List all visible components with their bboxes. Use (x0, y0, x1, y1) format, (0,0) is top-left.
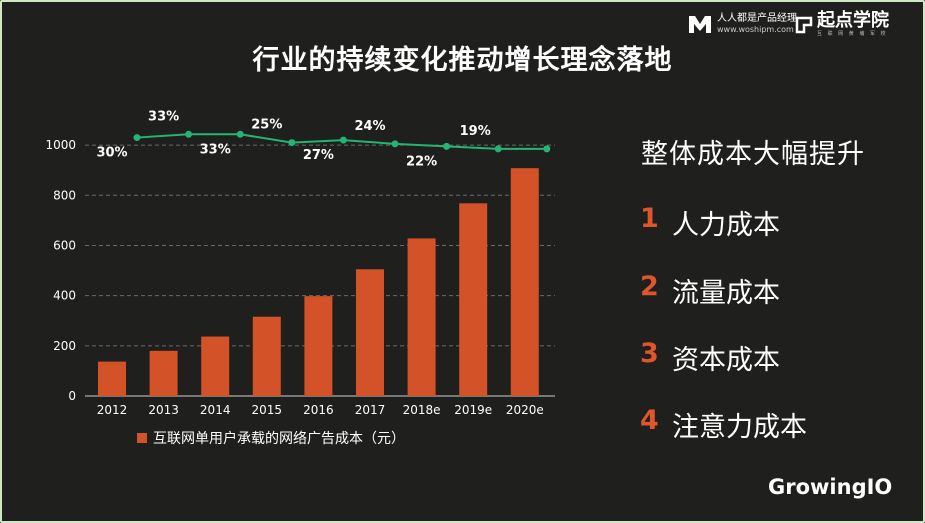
x-tick-label: 2012 (97, 403, 128, 417)
brand-qidian: 起点学院 互 联 网 黄 埔 军 校 (795, 12, 889, 37)
chart-bars (98, 168, 539, 396)
x-tick-label: 2015 (252, 403, 283, 417)
legend-swatch (137, 433, 147, 443)
cost-item-3: 3 资本成本 (640, 338, 780, 377)
x-tick-label: 2013 (148, 403, 179, 417)
line-point (543, 145, 551, 153)
line-point (494, 145, 502, 153)
bar (252, 316, 281, 396)
brand-woshipm: 人人都是产品经理 www.woshipm.com (688, 14, 797, 34)
bar-line-chart: 30% 33% 33% 25% 27% 24% 22% 19% 0 200 400 600 800 10… (45, 109, 555, 417)
cost-item-number: 1 (640, 203, 659, 234)
y-axis: 0 200 400 600 800 1000 (45, 138, 76, 403)
x-tick-label: 2016 (303, 403, 334, 417)
line-point (391, 140, 399, 148)
growingio-logo: GrowingIO (768, 475, 893, 499)
y-tick-label: 0 (68, 389, 76, 403)
y-tick-label: 800 (53, 188, 76, 202)
cost-item-number: 4 (640, 405, 659, 436)
right-heading: 整体成本大幅提升 (641, 139, 865, 170)
y-tick-label: 200 (53, 339, 76, 353)
x-tick-label: 2017 (355, 403, 386, 417)
cost-item-number: 2 (640, 271, 659, 302)
x-tick-label: 2020e (506, 403, 544, 417)
y-tick-label: 600 (53, 238, 76, 252)
brand-qidian-name: 起点学院 (817, 10, 889, 31)
x-tick-label: 2014 (200, 403, 231, 417)
cost-item-1: 1 人力成本 (640, 203, 780, 242)
bar (459, 203, 488, 396)
cost-item-label: 资本成本 (672, 345, 780, 376)
woshipm-logo-icon (689, 16, 711, 33)
x-axis: 2012 2013 2014 2015 2016 2017 2018e 2019e 2020e (97, 403, 544, 417)
line-data-label: 24% (354, 119, 385, 134)
cost-item-label: 流量成本 (672, 278, 780, 309)
line-point (185, 130, 193, 138)
brand-qidian-sub: 互 联 网 黄 埔 军 校 (817, 31, 888, 37)
y-tick-label: 400 (53, 289, 76, 303)
line-data-label: 19% (460, 124, 491, 139)
bar (407, 238, 436, 396)
line-data-label: 33% (200, 142, 231, 157)
line-data-label: 33% (148, 109, 179, 124)
bar (149, 350, 178, 396)
bar (510, 168, 539, 396)
cost-item-4: 4 注意力成本 (640, 405, 807, 444)
y-tick-label: 1000 (45, 138, 76, 152)
brand-woshipm-url: www.woshipm.com (717, 25, 794, 34)
chart-line: 30% 33% 33% 25% 27% 24% 22% 19% (96, 109, 551, 169)
bar (356, 269, 384, 396)
legend-label: 互联网单用户承载的网络广告成本（元） (153, 431, 405, 447)
x-tick-label: 2019e (454, 403, 492, 417)
cost-item-2: 2 流量成本 (640, 271, 780, 310)
x-tick-label: 2018e (403, 403, 441, 417)
cost-item-label: 人力成本 (672, 210, 780, 241)
line-point (288, 139, 296, 147)
slide-title: 行业的持续变化推动增长理念落地 (252, 45, 673, 76)
line-data-label: 30% (96, 146, 127, 161)
line-point (339, 136, 347, 144)
line-point (443, 142, 451, 150)
cost-item-label: 注意力成本 (672, 412, 807, 443)
line-point (236, 130, 244, 138)
bar (304, 296, 333, 396)
cost-item-number: 3 (640, 338, 659, 369)
chart-legend: 互联网单用户承载的网络广告成本（元） (137, 428, 405, 448)
line-point (133, 134, 141, 142)
line-data-label: 27% (303, 148, 334, 163)
bar (98, 361, 126, 396)
brand-woshipm-name: 人人都是产品经理 (717, 13, 797, 24)
line-data-label: 22% (406, 154, 437, 169)
line-data-label: 25% (251, 118, 282, 133)
qidian-logo-icon (795, 16, 813, 33)
bar (201, 336, 230, 396)
